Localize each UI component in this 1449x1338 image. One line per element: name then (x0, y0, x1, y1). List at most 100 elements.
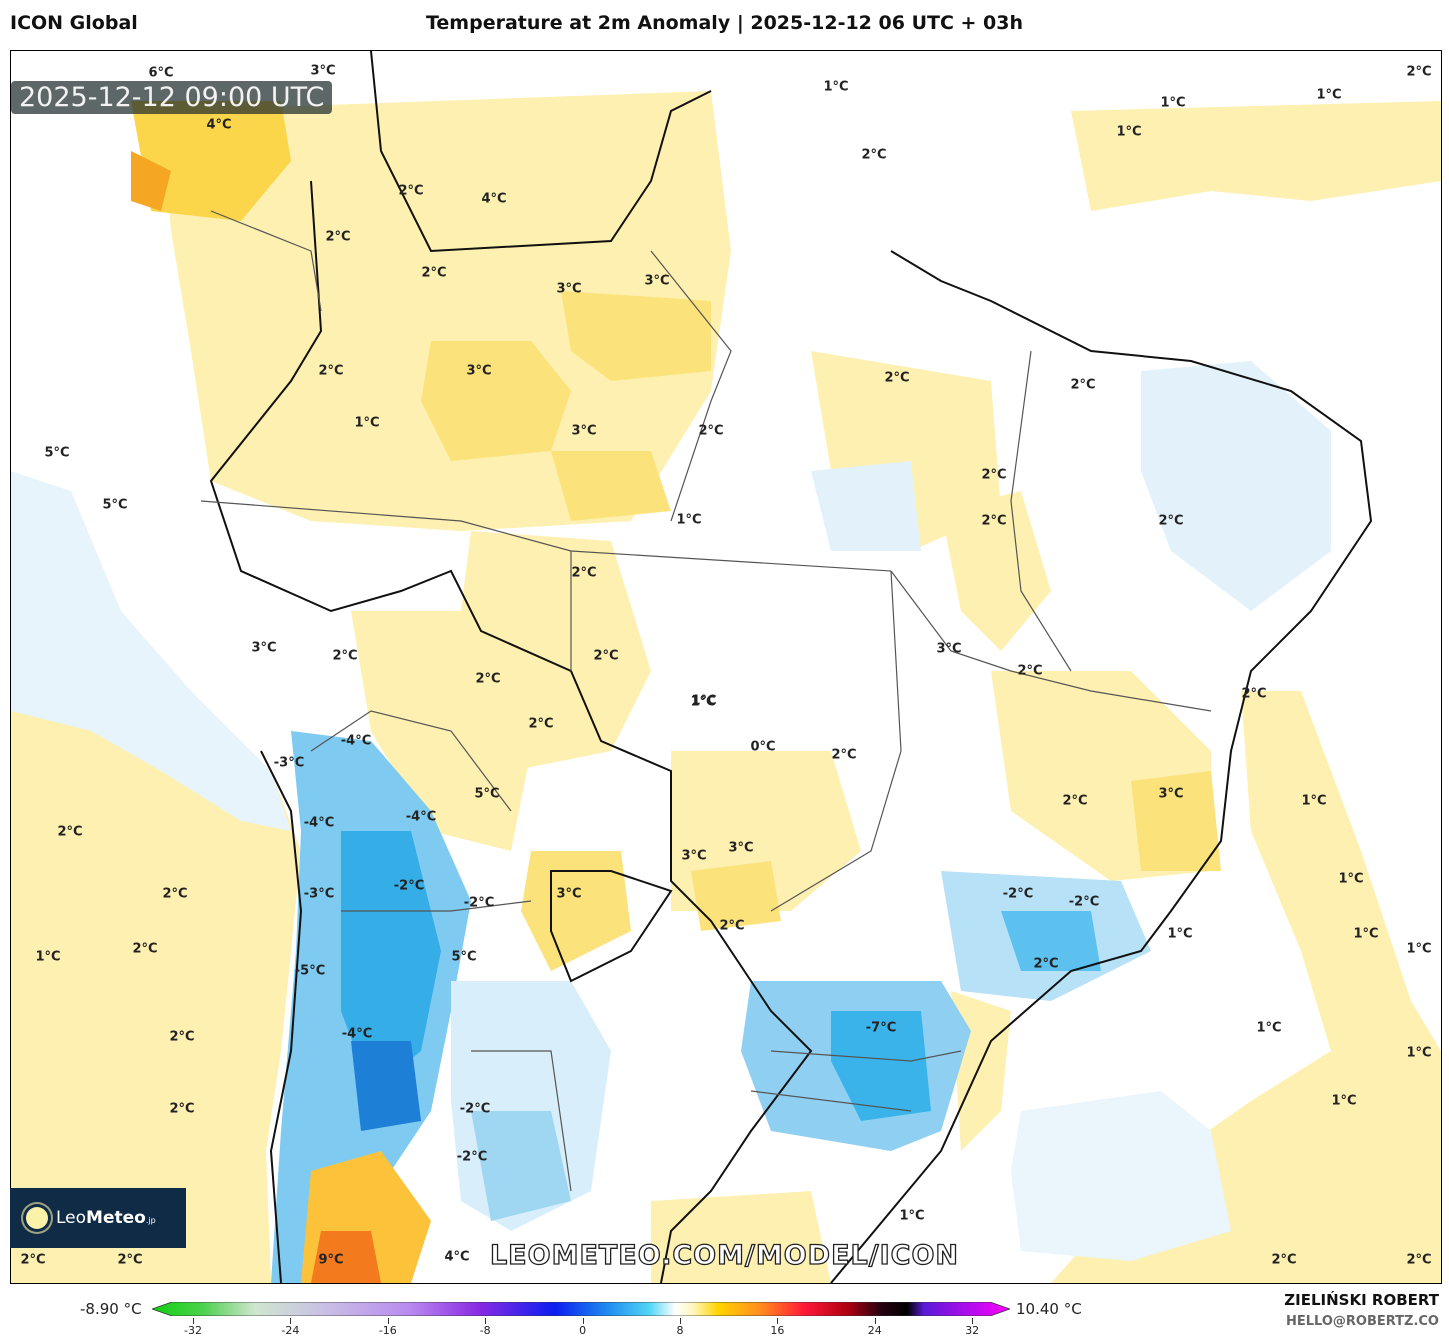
contour-label: 2°C (132, 941, 158, 957)
contour-label: 2°C (325, 229, 351, 245)
contour-label: 1°C (1116, 124, 1142, 140)
contour-label: 1°C (1406, 1045, 1432, 1061)
author-email: HELLO@ROBERTZ.CO (1285, 1314, 1439, 1329)
watermark-url: LEOMETEO.COM/MODEL/ICON (489, 1239, 960, 1271)
anomaly-map: 2025-12-12 09:00 UTC 6°C 3°C 4°C 2°C 4°C 2°C 2… (10, 50, 1442, 1284)
model-name: ICON Global (10, 12, 138, 34)
author-name: ZIELIŃSKI ROBERT (1284, 1291, 1439, 1309)
contour-label: 2°C (1033, 956, 1059, 972)
contour-label: 3°C (466, 363, 492, 379)
colorbar-tick-label: -16 (378, 1324, 397, 1337)
contour-label: -2°C (459, 1101, 491, 1117)
contour-label: 2°C (861, 147, 887, 163)
contour-label: 2°C (1017, 663, 1043, 679)
contour-label: 2°C (117, 1252, 143, 1268)
contour-label: 5°C (102, 497, 128, 513)
contour-label: 3°C (571, 423, 597, 439)
colorbar-tick-label: -8 (479, 1324, 491, 1337)
chart-title: Temperature at 2m Anomaly | 2025-12-12 0… (425, 12, 1024, 34)
contour-label: 2°C (318, 363, 344, 379)
contour-label: 2°C (528, 716, 554, 732)
contour-label: 1°C (1316, 87, 1342, 103)
colorbar-tick (972, 1318, 974, 1324)
contour-label: 2°C (719, 918, 745, 934)
contour-label: 2°C (1070, 377, 1096, 393)
colorbar-tick-label: 32 (965, 1324, 980, 1337)
contour-label: -2°C (463, 895, 495, 911)
contour-label: 1°C (1406, 941, 1432, 957)
contour-label: 4°C (206, 117, 232, 133)
contour-label: 3°C (556, 886, 582, 902)
valid-time-badge: 2025-12-12 09:00 UTC (11, 81, 333, 114)
contour-label: 3°C (556, 281, 582, 297)
contour-label: 1°C (1301, 793, 1327, 809)
colorbar-tick (387, 1318, 389, 1324)
contour-label: 2°C (1406, 1252, 1432, 1268)
colorbar-tick-label: -24 (281, 1324, 300, 1337)
colorbar-tick-label: 8 (676, 1324, 684, 1337)
contour-label: -4°C (405, 809, 437, 825)
contour-label: 2°C (475, 671, 501, 687)
colorbar-tick-label: 16 (770, 1324, 785, 1337)
contour-label: -3°C (273, 755, 305, 771)
contour-label: 1°C (354, 415, 380, 431)
contour-label: 2°C (593, 648, 619, 664)
contour-label: 1°C (1338, 871, 1364, 887)
contour-label: 2°C (1158, 513, 1184, 529)
contour-label: 2°C (169, 1101, 195, 1117)
contour-label: 1°C (1167, 926, 1193, 942)
map-layer (11, 51, 1441, 1283)
colorbar-tick-label: 24 (867, 1324, 882, 1337)
colorbar-tick (193, 1318, 194, 1324)
contour-label: 2°C (20, 1252, 46, 1268)
colorbar: -8.90 °C (0, 1290, 1449, 1338)
contour-label: 3°C (644, 273, 670, 289)
contour-label: -2°C (393, 878, 425, 894)
contour-label: 1°C (676, 512, 702, 528)
colorbar-gradient (152, 1302, 1010, 1316)
contour-label: 3°C (681, 848, 707, 864)
contour-label: 3°C (310, 63, 336, 79)
contour-label: -2°C (1068, 894, 1100, 910)
colorbar-tick (777, 1318, 779, 1324)
colorbar-tick-label: 0 (579, 1324, 587, 1337)
colorbar-tick-label: -32 (184, 1324, 202, 1337)
contour-label: 1°C (1256, 1020, 1282, 1036)
contour-label: 2°C (831, 747, 857, 763)
contour-label: -3°C (303, 886, 335, 902)
contour-label: 2°C (398, 183, 424, 199)
contour-label: 1°C (691, 693, 717, 709)
colorbar-max-label: 10.40 °C (1016, 1300, 1082, 1318)
contour-label: 2°C (169, 1029, 195, 1045)
contour-label: -4°C (303, 815, 335, 831)
contour-label: 5°C (474, 786, 500, 802)
contour-label: 3°C (936, 641, 962, 657)
contour-label: 2°C (1062, 793, 1088, 809)
contour-label: 2°C (1406, 64, 1432, 80)
contour-label: 1°C (899, 1208, 925, 1224)
logo-text: LeoMeteo.jp (56, 1208, 156, 1228)
contour-label: 2°C (698, 423, 724, 439)
contour-label: 1°C (1331, 1093, 1357, 1109)
leometeo-logo: LeoMeteo.jp (10, 1188, 186, 1248)
contour-label: -4°C (341, 1026, 373, 1042)
contour-label: 2°C (1271, 1252, 1297, 1268)
contour-label: 3°C (728, 840, 754, 856)
contour-label: 1°C (35, 949, 61, 965)
contour-label: 2°C (1241, 686, 1267, 702)
colorbar-tick (680, 1318, 681, 1324)
contour-label: -2°C (1002, 886, 1034, 902)
contour-label: -4°C (340, 733, 372, 749)
colorbar-tick (874, 1318, 876, 1324)
contour-label: 9°C (318, 1252, 344, 1268)
contour-label: 5°C (44, 445, 70, 461)
contour-label: -5°C (294, 963, 326, 979)
contour-label: 2°C (884, 370, 910, 386)
contour-label: 4°C (444, 1249, 470, 1265)
contour-label: 3°C (1158, 786, 1184, 802)
contour-label: 2°C (981, 467, 1007, 483)
contour-label: 4°C (481, 191, 507, 207)
colorbar-tick (582, 1318, 584, 1324)
contour-label: 2°C (162, 886, 188, 902)
contour-label: -7°C (865, 1020, 897, 1036)
